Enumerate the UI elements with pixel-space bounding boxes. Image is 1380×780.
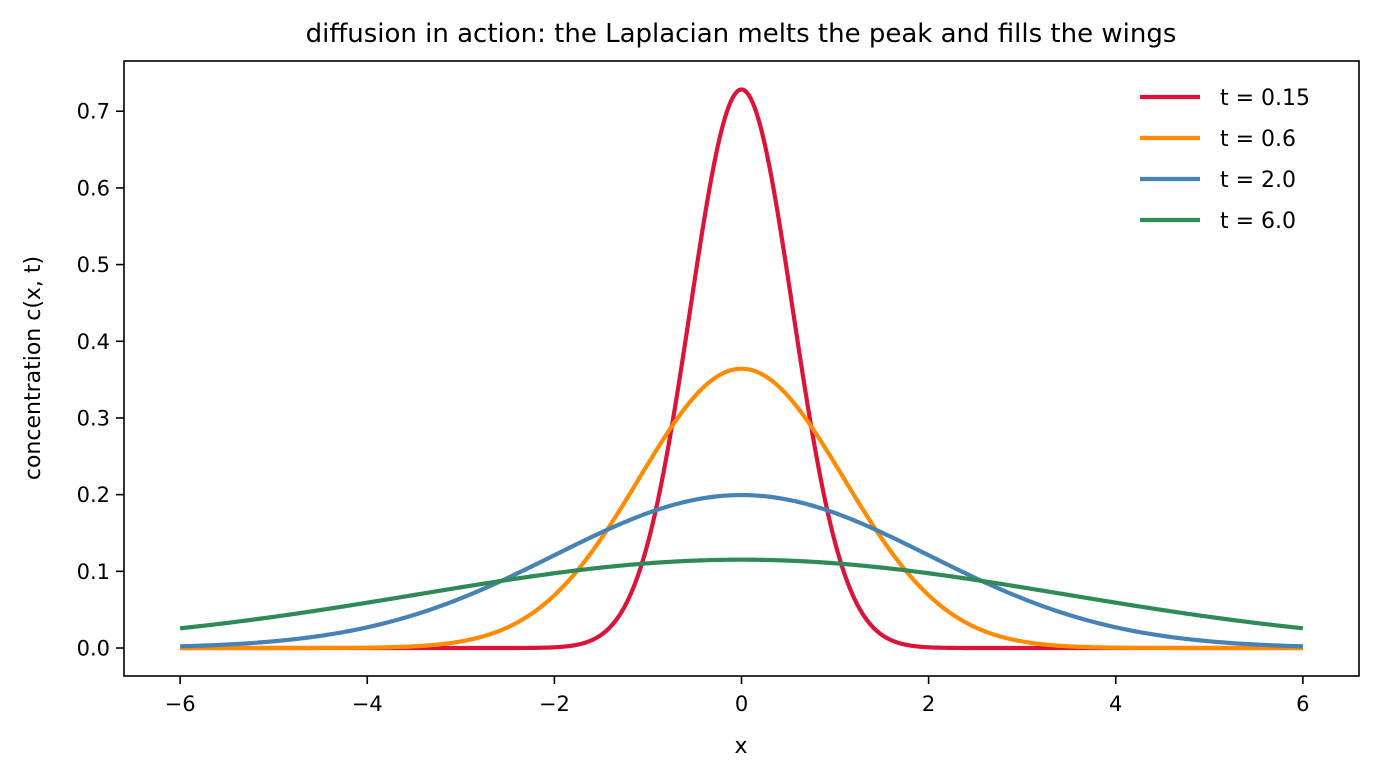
x-axis: −6 −4 −2 0 2 4 6 (165, 676, 1310, 716)
y-tick-label: 0.3 (77, 406, 110, 430)
chart-title: diffusion in action: the Laplacian melts… (306, 19, 1177, 49)
x-tick-label: 6 (1296, 692, 1309, 716)
series-line-1 (179, 366, 1304, 651)
y-tick-label: 0.1 (77, 560, 110, 584)
y-tick-label: 0.6 (77, 176, 110, 200)
y-tick-label: 0.0 (77, 637, 110, 661)
x-tick-label: −4 (352, 692, 383, 716)
y-tick-label: 0.2 (77, 483, 110, 507)
series-line-2 (179, 492, 1304, 649)
y-tick-label: 0.7 (77, 100, 110, 124)
x-tick-label: 4 (1109, 692, 1122, 716)
y-tick-label: 0.4 (77, 330, 110, 354)
legend-label: t = 6.0 (1220, 209, 1296, 234)
x-tick-label: 2 (922, 692, 935, 716)
legend-label: t = 0.6 (1220, 127, 1296, 152)
legend-label: t = 0.15 (1220, 86, 1310, 111)
y-axis: 0.0 0.1 0.2 0.3 0.4 0.5 0.6 0.7 (77, 100, 124, 661)
legend: t = 0.15 t = 0.6 t = 2.0 t = 6.0 (1140, 86, 1310, 234)
x-tick-label: 0 (735, 692, 748, 716)
legend-label: t = 2.0 (1220, 168, 1296, 193)
y-axis-label: concentration c(x, t) (21, 256, 46, 480)
x-axis-label: x (734, 734, 747, 759)
y-tick-label: 0.5 (77, 253, 110, 277)
x-tick-label: −6 (165, 692, 196, 716)
series-line-3 (179, 557, 1304, 631)
x-tick-label: −2 (539, 692, 570, 716)
plot-area (179, 87, 1304, 651)
